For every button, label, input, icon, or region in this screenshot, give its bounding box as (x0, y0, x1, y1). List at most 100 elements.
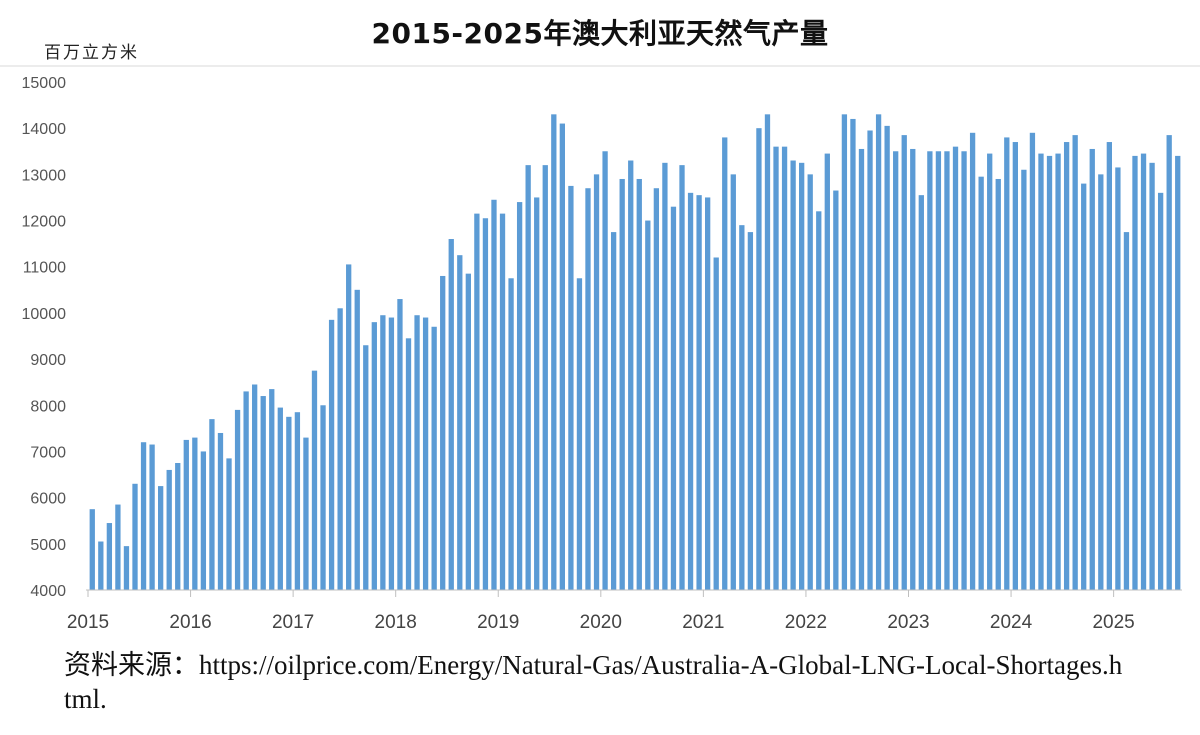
bar (1149, 162, 1155, 590)
bar (952, 146, 959, 590)
bar (397, 299, 403, 590)
bar (440, 275, 446, 590)
bar (935, 151, 942, 590)
bar (893, 151, 899, 590)
bar (200, 451, 207, 590)
bar (1012, 142, 1018, 591)
x-tick-label: 2024 (990, 612, 1033, 633)
x-tick-label: 2018 (375, 612, 417, 633)
bar (875, 114, 882, 590)
bar (1132, 155, 1138, 590)
bar (1157, 192, 1164, 590)
bar (559, 123, 565, 590)
bar (328, 319, 335, 590)
bar (363, 345, 369, 590)
bar (192, 437, 198, 590)
bar (747, 232, 754, 590)
bar (884, 125, 890, 591)
y-tick-label: 14000 (22, 121, 67, 138)
bar (756, 128, 762, 590)
bar (260, 396, 266, 590)
y-axis: 4000 5000 6000 7000 8000 9000 10000 11000 12000 1… (22, 75, 67, 600)
x-tick-label: 2019 (477, 612, 519, 633)
x-axis: 2015 2016 2017 2018 2019 2020 2021 2022 2023 2024… (67, 590, 1135, 633)
bar (106, 523, 113, 590)
source-citation: 资料来源：https://oilprice.com/Energy/Natural… (64, 650, 1123, 714)
bar (1081, 183, 1087, 590)
bar (1115, 167, 1121, 590)
bar (482, 218, 489, 591)
bar (380, 315, 386, 590)
bar (918, 195, 924, 590)
bar (508, 278, 514, 590)
bar (303, 437, 309, 590)
bar (243, 391, 249, 590)
x-tick-label: 2017 (272, 612, 314, 633)
bar (320, 405, 326, 590)
bar (1140, 153, 1147, 590)
x-tick-label: 2015 (67, 612, 109, 633)
bar (1106, 142, 1112, 591)
bar (858, 148, 865, 590)
bar (175, 463, 181, 590)
bar (183, 439, 189, 590)
bar (294, 412, 301, 590)
bar (713, 257, 719, 590)
y-tick-label: 5000 (30, 537, 66, 554)
bar (833, 190, 839, 590)
bar (1038, 153, 1044, 590)
bar (995, 178, 1001, 591)
bar (910, 148, 916, 590)
bar (252, 384, 258, 590)
bar (901, 135, 907, 591)
bar (730, 174, 736, 591)
bar (961, 151, 967, 590)
bar (286, 416, 292, 590)
bar (149, 444, 155, 590)
bar (516, 202, 523, 590)
bar (234, 409, 241, 590)
bar (593, 174, 600, 591)
bar (705, 197, 711, 590)
y-tick-label: 10000 (22, 306, 67, 323)
bar (457, 255, 463, 590)
bar (679, 165, 685, 590)
bar (610, 232, 617, 590)
bar (1166, 135, 1172, 591)
page-title: 2015-2025年澳大利亚天然气产量 (371, 17, 829, 50)
bar (781, 146, 788, 590)
bar (1021, 169, 1027, 590)
bar (645, 220, 651, 591)
bar (499, 213, 506, 590)
bar (277, 407, 283, 590)
bar (969, 132, 976, 591)
y-tick-label: 7000 (30, 444, 66, 461)
bar-chart: 4000 5000 6000 7000 8000 9000 10000 11000 12000 1… (0, 65, 1200, 633)
bar (1063, 142, 1070, 591)
bar (354, 289, 360, 590)
bar (1123, 232, 1130, 590)
bar-series (89, 114, 1181, 591)
bar (217, 432, 224, 590)
bar (551, 114, 557, 590)
bar (670, 206, 677, 590)
bar (542, 165, 548, 590)
bar (166, 469, 172, 590)
bar (807, 174, 813, 591)
bar (978, 176, 984, 591)
y-tick-label: 13000 (22, 167, 67, 184)
bar (1175, 155, 1181, 590)
bar (346, 264, 352, 590)
bar (576, 278, 583, 590)
x-tick-label: 2016 (169, 612, 211, 633)
bar (1072, 135, 1078, 591)
bar (739, 225, 745, 590)
bar (1046, 155, 1053, 590)
bar (764, 114, 771, 590)
bar (585, 188, 591, 590)
bar (773, 146, 779, 590)
bar (474, 213, 480, 590)
bar (534, 197, 540, 590)
bar (132, 483, 138, 590)
bar (662, 162, 668, 590)
